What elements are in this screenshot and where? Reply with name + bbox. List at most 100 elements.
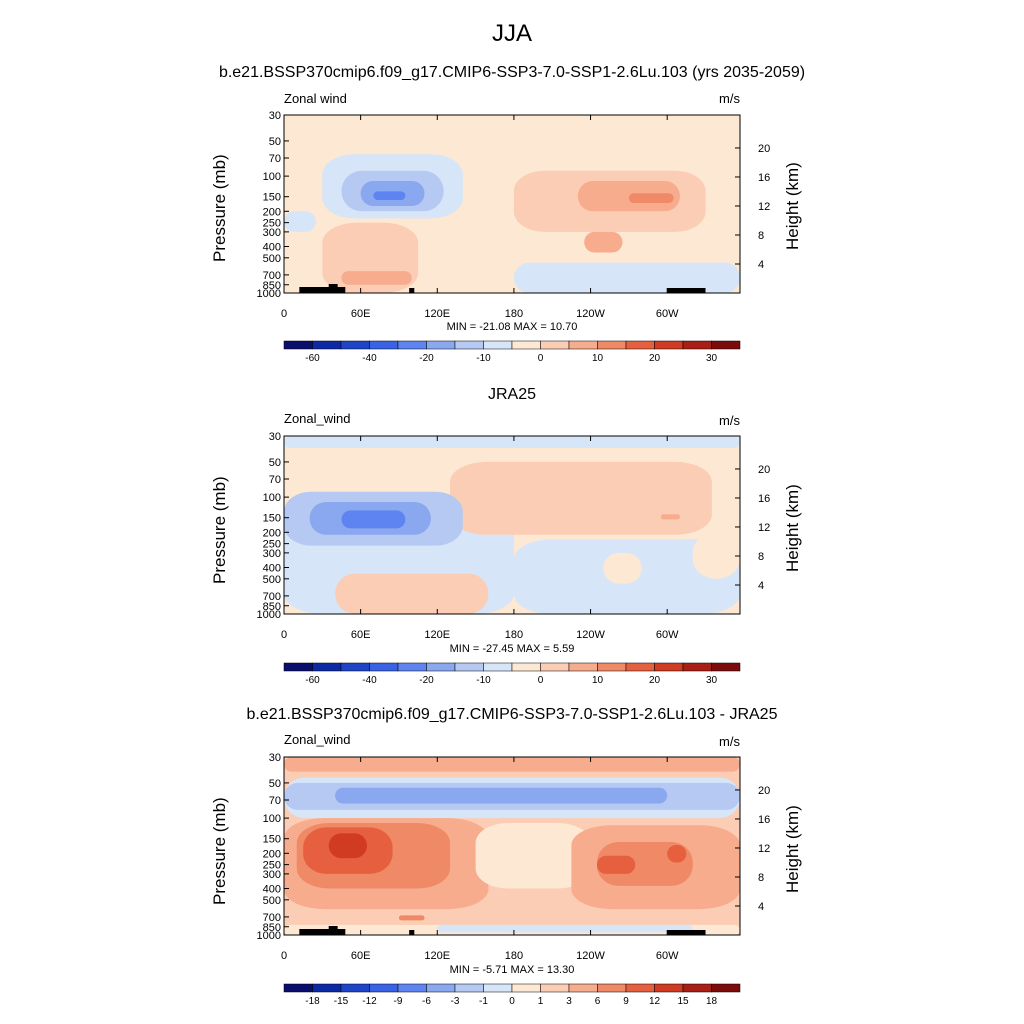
panel-2-colorbar-label: 20 bbox=[649, 675, 661, 686]
panel-1-contour-region bbox=[577, 180, 680, 212]
panel-2-contour-region bbox=[284, 436, 740, 448]
panel-3-terrain bbox=[328, 926, 338, 935]
panel-2-colorbar-swatch bbox=[454, 662, 484, 672]
panel-3-ytick-label: 50 bbox=[269, 778, 281, 790]
panel-2-colorbar-swatch bbox=[682, 662, 712, 672]
panel-1-colorbar-swatch bbox=[454, 340, 484, 350]
panel-1-frame bbox=[283, 114, 741, 294]
panel-3-ytick-label: 200 bbox=[263, 848, 281, 860]
panel-2-ytick-label: 700 bbox=[263, 591, 281, 603]
panel-2-colorbar-swatch bbox=[483, 662, 513, 672]
panel-1-stats: MIN = -21.08 MAX = 10.70 bbox=[446, 321, 578, 333]
panel-2-xtick-label: 180 bbox=[505, 629, 523, 641]
panel-3-y2tick-label: 8 bbox=[758, 872, 764, 884]
panel-1-colorbar-swatch bbox=[597, 340, 627, 350]
panel-1-terrain bbox=[409, 288, 415, 293]
panel-2-contour-region bbox=[660, 514, 680, 520]
panel-3-colorbar-label: 6 bbox=[595, 996, 601, 1007]
panel-1-y2tick-label: 4 bbox=[758, 259, 764, 271]
panel-3-stats: MIN = -5.71 MAX = 13.30 bbox=[449, 964, 575, 976]
panel-1-ytick-label: 300 bbox=[263, 227, 281, 239]
panel-3-ytick-label: 30 bbox=[269, 752, 281, 764]
panel-1-xtick-label: 120E bbox=[424, 308, 450, 320]
panel-2-xtick-label: 120W bbox=[576, 629, 605, 641]
panel-3-colorbar-swatch bbox=[511, 983, 541, 993]
panel-3-colorbar-swatch bbox=[454, 983, 484, 993]
panel-3-contour-region bbox=[335, 787, 668, 804]
panel-1-ytick-label: 850 bbox=[263, 280, 281, 292]
panel-3-colorbar-label: 3 bbox=[566, 996, 572, 1007]
panel-1-colorbar-swatch bbox=[483, 340, 513, 350]
panel-2-ytick-label: 400 bbox=[263, 562, 281, 574]
panel-3-y2tick-label: 16 bbox=[758, 814, 770, 826]
panel-3-ytick-label: 150 bbox=[263, 834, 281, 846]
panel-3-ytick-label: 850 bbox=[263, 922, 281, 934]
panel-2-ytick-label: 500 bbox=[263, 574, 281, 586]
panel-3-ytick-label: 400 bbox=[263, 883, 281, 895]
panel-3-colorbar-label: -15 bbox=[334, 996, 349, 1007]
panel-3-units-label: m/s bbox=[719, 734, 740, 749]
panel-3-colorbar-swatch bbox=[597, 983, 627, 993]
panel-3-colorbar-swatch bbox=[654, 983, 684, 993]
panel-3-xtick-label: 0 bbox=[281, 950, 287, 962]
panel-2-ytick-label: 1000 bbox=[257, 609, 281, 621]
panel-3-y2tick-label: 20 bbox=[758, 785, 770, 797]
panel-2-colorbar-label: -60 bbox=[305, 675, 320, 686]
panel-1-units-label: m/s bbox=[719, 91, 740, 106]
panel-2-colorbar-swatch bbox=[511, 662, 541, 672]
panel-2-colorbar-swatch bbox=[426, 662, 456, 672]
panel-1-colorbar-label: 30 bbox=[706, 353, 718, 364]
panel-1-colorbar-swatch bbox=[312, 340, 342, 350]
panel-3-frame bbox=[283, 756, 741, 936]
panel-2-xtick-label: 60W bbox=[656, 629, 679, 641]
panel-1-y2tick-label: 12 bbox=[758, 201, 770, 213]
panel-2-y2tick-label: 20 bbox=[758, 464, 770, 476]
panel-3-y2tick-label: 12 bbox=[758, 843, 770, 855]
panel-3-contour-region bbox=[596, 855, 636, 874]
panel-3-ytick-label: 700 bbox=[263, 912, 281, 924]
panel-1-contour-region bbox=[513, 262, 740, 293]
panel-1-xtick-label: 60W bbox=[656, 308, 679, 320]
panel-3-contour-region bbox=[667, 845, 687, 863]
panel-1-colorbar-swatch bbox=[711, 340, 741, 350]
panel-3-ytick-label: 100 bbox=[263, 813, 281, 825]
panel-2-ytick-label: 250 bbox=[263, 539, 281, 551]
panel-1-colorbar-swatch bbox=[568, 340, 598, 350]
panel-1-colorbar-label: 0 bbox=[538, 353, 544, 364]
panel-1-contour-region bbox=[628, 193, 674, 204]
panel-3-y2tick-label: 4 bbox=[758, 901, 764, 913]
panel-1-colorbar-swatch bbox=[511, 340, 541, 350]
panel-3-colorbar-label: 9 bbox=[623, 996, 629, 1007]
panel-1-ytick-label: 500 bbox=[263, 253, 281, 265]
panel-2-y2tick-label: 12 bbox=[758, 522, 770, 534]
panel-1-y2label: Height (km) bbox=[783, 162, 802, 250]
panel-2-ylabel: Pressure (mb) bbox=[210, 476, 229, 584]
panel-2-stats: MIN = -27.45 MAX = 5.59 bbox=[449, 643, 575, 655]
panel-1-ytick-label: 70 bbox=[269, 153, 281, 165]
panel-3-colorbar-label: -3 bbox=[451, 996, 460, 1007]
panel-1-colorbar-swatch bbox=[369, 340, 399, 350]
panel-2-colorbar-swatch bbox=[540, 662, 570, 672]
panel-2-contour-region bbox=[341, 510, 406, 529]
panel-1-colorbar-swatch bbox=[654, 340, 684, 350]
panel-1-contour-region bbox=[341, 271, 412, 285]
panel-1-terrain bbox=[328, 284, 338, 293]
panel-1-xtick-label: 180 bbox=[505, 308, 523, 320]
panel-2-xtick-label: 60E bbox=[351, 629, 371, 641]
panel-3-y2label: Height (km) bbox=[783, 805, 802, 893]
panel-3-colorbar-label: 18 bbox=[706, 996, 718, 1007]
panel-1-ytick-label: 50 bbox=[269, 136, 281, 148]
panel-3-colorbar-swatch bbox=[397, 983, 427, 993]
panel-3-colorbar-swatch bbox=[625, 983, 655, 993]
panel-3-colorbar-label: 15 bbox=[677, 996, 689, 1007]
panel-3-contour-region bbox=[284, 757, 740, 772]
panel-2-title: JRA25 bbox=[487, 386, 537, 403]
panel-1-colorbar-swatch bbox=[540, 340, 570, 350]
panel-1-ytick-label: 700 bbox=[263, 270, 281, 282]
panel-2-colorbar-label: -20 bbox=[419, 675, 434, 686]
panel-2-ytick-label: 850 bbox=[263, 601, 281, 613]
panel-3-colorbar-label: 12 bbox=[649, 996, 661, 1007]
panel-2-colorbar-swatch bbox=[625, 662, 655, 672]
panel-1-ytick-label: 400 bbox=[263, 241, 281, 253]
